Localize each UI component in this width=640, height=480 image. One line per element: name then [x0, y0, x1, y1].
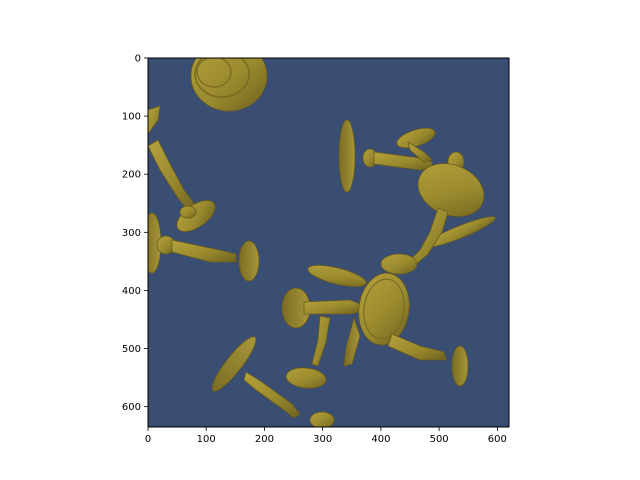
y-tick-label: 400	[122, 286, 141, 297]
x-tick-label: 600	[488, 434, 507, 445]
pawn-left-diagonal	[148, 139, 216, 232]
y-tick-label: 300	[122, 228, 141, 239]
axes-frame	[147, 57, 510, 428]
x-tick-label: 300	[313, 434, 332, 445]
y-tick-label: 200	[122, 170, 141, 181]
pawn-base-top	[190, 58, 268, 112]
pawn-left-horizontal	[148, 212, 260, 282]
x-tick-label: 100	[197, 434, 216, 445]
x-tick-label: 500	[430, 434, 449, 445]
pawn-fragment-left-top	[148, 105, 161, 135]
x-tick-label: 400	[371, 434, 390, 445]
x-tick-label: 0	[145, 434, 151, 445]
y-tick-label: 500	[122, 344, 141, 355]
pawn-lower-left	[211, 336, 335, 427]
x-tick-label: 200	[255, 434, 274, 445]
pawn-base-upper-right	[407, 163, 496, 267]
y-tick-label: 100	[122, 112, 141, 123]
pawn-upper-right	[338, 119, 465, 193]
y-axis: 0 100 200 300 400 500 600	[122, 54, 148, 413]
pawn-pieces	[148, 58, 496, 427]
y-tick-label: 0	[135, 54, 141, 65]
x-axis: 0 100 200 300 400 500 600	[145, 427, 507, 445]
pawn-center-group	[281, 253, 469, 389]
y-tick-label: 600	[122, 402, 141, 413]
